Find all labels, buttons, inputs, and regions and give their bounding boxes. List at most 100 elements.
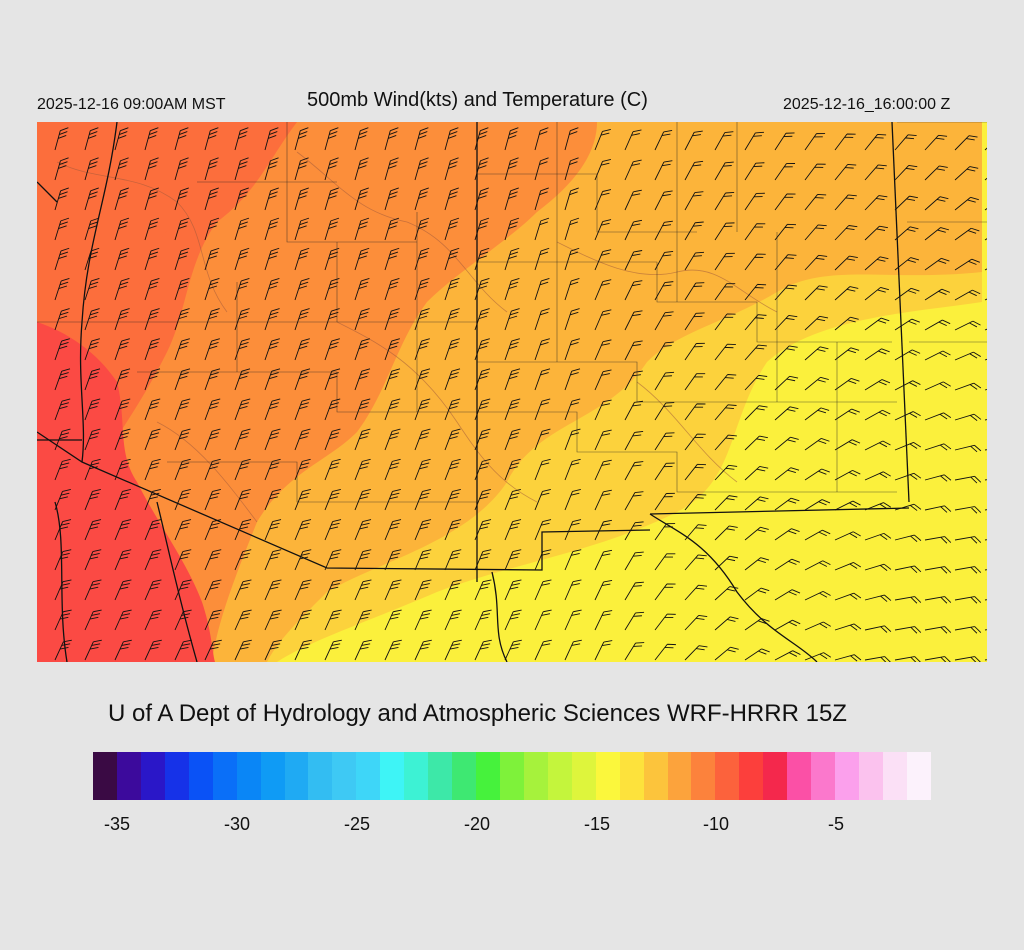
wind-barb <box>174 398 191 421</box>
wind-barb <box>144 549 162 571</box>
wind-barb <box>354 247 370 271</box>
wind-barb <box>474 368 491 391</box>
wind-barb <box>144 277 160 301</box>
map-svg <box>37 122 987 662</box>
wind-barb <box>294 127 309 151</box>
wind-barb <box>54 549 72 571</box>
wind-barb <box>714 616 739 631</box>
wind-barb <box>444 217 460 241</box>
wind-barb <box>714 161 734 181</box>
wind-barb <box>564 609 582 631</box>
wind-barb <box>924 656 952 662</box>
wind-barb <box>504 187 519 211</box>
colorbar-swatch <box>882 752 907 800</box>
wind-barb <box>684 433 706 451</box>
wind-barb <box>324 519 342 541</box>
wind-barb <box>444 428 461 451</box>
colorbar-swatch <box>476 752 500 800</box>
wind-barb <box>624 400 644 421</box>
wind-barb <box>744 496 769 511</box>
wind-barb <box>564 247 580 271</box>
wind-barb <box>174 519 192 541</box>
wind-barb <box>924 257 950 271</box>
wind-barb <box>384 217 400 241</box>
wind-barb <box>774 193 796 211</box>
wind-barb <box>444 338 460 361</box>
colorbar-swatch <box>643 752 668 800</box>
wind-barb <box>564 579 582 601</box>
wind-barb <box>474 157 489 181</box>
wind-barb <box>234 247 250 271</box>
wind-barb <box>744 526 769 541</box>
wind-barb <box>684 160 704 181</box>
wind-barb <box>954 258 980 271</box>
wind-barb <box>954 656 982 662</box>
wind-barb <box>84 609 102 631</box>
colorbar-swatch <box>308 752 333 800</box>
wind-barb <box>504 247 520 271</box>
wind-barb <box>294 398 311 421</box>
wind-barb <box>624 159 642 181</box>
wind-barb <box>114 368 131 391</box>
wind-barb <box>144 488 161 511</box>
wind-barb <box>834 316 859 331</box>
wind-barb <box>174 247 190 271</box>
wind-barb <box>894 441 922 451</box>
wind-barb <box>174 338 190 361</box>
wind-barb <box>444 368 461 391</box>
wind-barb <box>444 458 461 481</box>
wind-barb <box>534 519 552 541</box>
wind-barb <box>804 652 832 661</box>
colorbar-swatch <box>404 752 429 800</box>
wind-barb <box>114 308 130 331</box>
wind-barb <box>864 225 888 241</box>
wind-barb <box>804 560 831 571</box>
wind-barb <box>144 247 160 271</box>
wind-barb <box>834 194 857 211</box>
wind-barb <box>384 519 402 541</box>
wind-barb <box>54 187 69 211</box>
wind-barb <box>84 519 102 541</box>
wind-barb <box>84 458 101 481</box>
wind-barb <box>114 609 132 631</box>
wind-barb <box>234 338 250 361</box>
wind-barb <box>804 254 828 271</box>
wind-barb <box>714 343 736 361</box>
wind-barb <box>174 277 190 301</box>
wind-barb <box>804 468 830 481</box>
colorbar-swatch <box>380 752 405 800</box>
wind-barb <box>354 368 371 391</box>
colorbar-swatch <box>236 752 261 800</box>
wind-barb <box>174 428 191 451</box>
wind-barb <box>264 277 280 301</box>
wind-barb <box>744 405 768 421</box>
wind-barb <box>564 127 579 151</box>
wind-barb <box>594 219 612 241</box>
wind-barb <box>564 187 579 211</box>
wind-barb <box>324 127 339 151</box>
wind-barb <box>114 277 130 301</box>
colorbar-tick-label: -10 <box>702 814 730 834</box>
wind-barb <box>684 463 706 481</box>
wind-barb <box>84 579 102 601</box>
wind-barb <box>954 506 982 514</box>
wind-barb <box>564 549 582 571</box>
wind-barb <box>954 227 980 241</box>
wind-barb <box>624 250 643 271</box>
wind-barb <box>894 165 918 181</box>
wind-barb <box>954 382 982 391</box>
wind-barb <box>834 592 862 601</box>
wind-barb <box>264 157 279 181</box>
wind-barb <box>384 428 401 451</box>
wind-barb <box>264 428 281 451</box>
wind-barb <box>234 308 250 331</box>
wind-barb <box>504 579 522 601</box>
wind-barb <box>234 458 251 481</box>
wind-barb <box>804 499 831 511</box>
wind-barb <box>684 524 707 541</box>
wind-barb <box>684 584 708 601</box>
wind-barb <box>534 277 550 301</box>
wind-barb <box>834 133 856 151</box>
wind-barb <box>684 554 707 571</box>
wind-barb <box>954 289 981 301</box>
